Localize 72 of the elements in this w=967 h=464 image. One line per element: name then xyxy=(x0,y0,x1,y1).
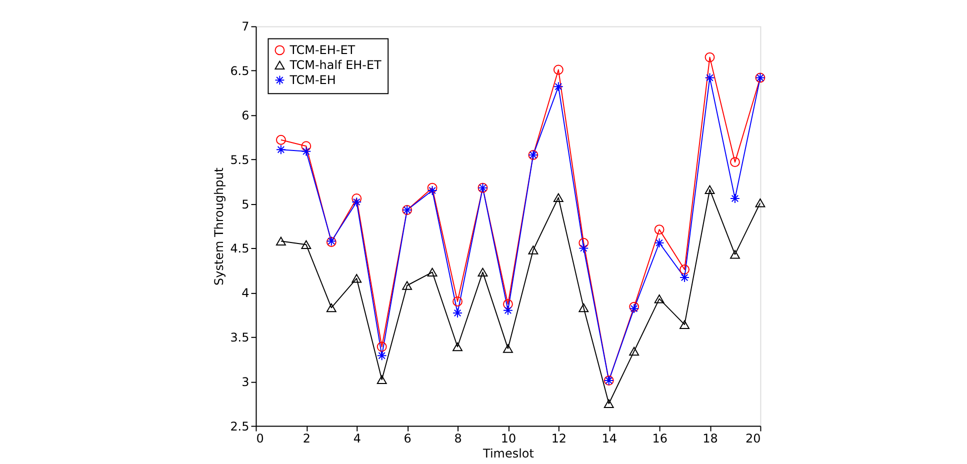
point xyxy=(680,320,690,329)
x-tick-label: 8 xyxy=(454,431,462,446)
y-tick-label: 5.5 xyxy=(230,152,250,167)
point xyxy=(301,240,312,250)
point xyxy=(427,182,438,193)
point xyxy=(452,342,462,352)
x-tick-label: 16 xyxy=(652,431,668,446)
point xyxy=(376,350,387,361)
point xyxy=(730,250,740,259)
point xyxy=(730,194,740,204)
y-tick-label: 3.5 xyxy=(230,330,250,344)
point xyxy=(503,305,513,316)
point xyxy=(301,141,312,152)
point xyxy=(629,346,640,356)
point xyxy=(553,64,564,75)
point xyxy=(352,194,362,204)
point xyxy=(352,197,362,207)
y-axis-title: System Throughput xyxy=(212,167,226,286)
y-tick-label: 7 xyxy=(242,20,250,34)
x-tick-label: 12 xyxy=(551,431,567,446)
point xyxy=(680,272,690,282)
point xyxy=(402,281,412,290)
point xyxy=(680,264,690,274)
y-tick-label: 3 xyxy=(242,374,250,389)
y-tick-label: 4.5 xyxy=(230,242,250,256)
point xyxy=(276,134,286,145)
y-tick-label: 4 xyxy=(242,286,250,300)
point xyxy=(553,193,564,202)
point xyxy=(730,157,740,168)
point xyxy=(654,238,664,248)
legend-label: TCM-EH xyxy=(288,73,336,88)
y-tick-label: 5 xyxy=(242,197,250,212)
y-tick-label: 6.5 xyxy=(230,64,250,78)
x-tick-label: 14 xyxy=(602,431,617,446)
point xyxy=(376,342,387,352)
y-tick-label: 2.5 xyxy=(230,419,250,434)
point xyxy=(578,238,589,248)
x-tick-label: 2 xyxy=(302,431,310,446)
point xyxy=(503,299,513,310)
x-tick-label: 0 xyxy=(256,431,264,446)
point xyxy=(654,294,664,304)
point xyxy=(427,186,438,196)
point xyxy=(326,303,336,312)
point xyxy=(276,236,286,246)
x-tick-label: 4 xyxy=(353,431,361,446)
point xyxy=(528,246,538,254)
point xyxy=(452,308,462,318)
point xyxy=(578,303,589,312)
legend-label: TCM-half EH-ET xyxy=(288,58,382,72)
point xyxy=(276,144,286,155)
point xyxy=(755,198,766,208)
point xyxy=(503,344,513,353)
point xyxy=(553,82,564,92)
point xyxy=(578,243,589,254)
point xyxy=(704,185,715,194)
x-tick-label: 10 xyxy=(500,431,516,446)
point xyxy=(604,399,614,408)
point xyxy=(352,274,362,283)
legend-label: TCM-EH-ET xyxy=(288,43,356,58)
point xyxy=(427,268,438,277)
point xyxy=(301,146,312,156)
point xyxy=(478,268,488,277)
point xyxy=(654,224,664,235)
point xyxy=(704,52,715,62)
x-axis-title: Timeslot xyxy=(482,446,534,460)
x-tick-label: 20 xyxy=(745,431,761,446)
x-tick-label: 6 xyxy=(404,431,412,446)
point xyxy=(452,296,462,306)
point xyxy=(376,375,387,384)
point xyxy=(704,72,715,83)
y-tick-label: 6 xyxy=(242,108,250,123)
x-tick-label: 18 xyxy=(702,431,718,446)
